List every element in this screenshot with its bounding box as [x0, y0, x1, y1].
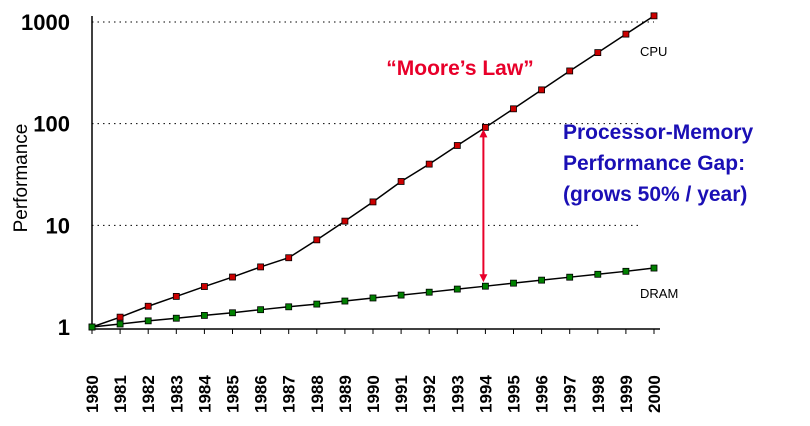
data-point-dram	[369, 294, 377, 302]
x-tick-label: 1997	[561, 375, 580, 413]
y-axis-label: Performance	[11, 124, 32, 233]
data-point-cpu	[257, 263, 265, 271]
gap-annotation-line: (grows 50% / year)	[563, 183, 747, 206]
x-tick-label: 1981	[111, 375, 130, 413]
y-tick-label: 1000	[21, 10, 70, 35]
x-tick-label: 1985	[224, 375, 243, 413]
x-tick-label: 1990	[364, 375, 383, 413]
data-point-cpu	[481, 123, 489, 131]
gap-annotation-line: Performance Gap:	[563, 152, 745, 175]
data-point-dram	[481, 282, 489, 290]
y-tick-label: 100	[33, 112, 70, 137]
data-point-dram	[453, 285, 461, 293]
x-tick-label: 1989	[336, 375, 355, 413]
x-tick-label: 1987	[280, 375, 299, 413]
series-label-cpu: CPU	[640, 44, 667, 59]
x-tick-label: 1988	[308, 375, 327, 413]
moores-law-label: “Moore’s Law”	[386, 57, 533, 80]
data-point-cpu	[172, 292, 180, 300]
data-point-cpu	[369, 198, 377, 206]
data-point-dram	[313, 300, 321, 308]
x-tick-label: 1998	[589, 375, 608, 413]
data-point-cpu	[200, 283, 208, 290]
x-tick-label: 1996	[533, 375, 552, 413]
data-point-cpu	[650, 12, 658, 20]
data-point-dram	[172, 314, 180, 322]
x-tick-labels: 1980 1981 1982 1983 1984 1985 1986 1987 1988 1989…	[83, 329, 664, 413]
x-tick-label: 1984	[195, 375, 214, 413]
data-point-cpu	[566, 67, 574, 75]
data-point-dram	[622, 267, 630, 275]
data-point-cpu	[229, 273, 236, 281]
data-point-dram	[341, 297, 349, 305]
series-labels: CPU DRAM	[640, 44, 678, 301]
data-point-dram	[510, 279, 517, 287]
data-point-cpu	[116, 313, 124, 321]
data-point-cpu	[313, 236, 321, 244]
data-point-dram	[566, 273, 574, 281]
data-point-dram	[144, 317, 152, 325]
data-point-cpu	[622, 30, 630, 38]
x-tick-label: 1999	[617, 375, 636, 413]
data-point-cpu	[510, 105, 517, 113]
y-tick-label: 10	[46, 213, 70, 238]
x-tick-label: 1995	[505, 375, 524, 413]
data-point-dram	[200, 312, 208, 319]
data-point-cpu	[538, 86, 545, 94]
x-tick-label: 1993	[448, 375, 467, 413]
grid-lines	[92, 21, 654, 226]
y-tick-labels: 1 10 100 1000	[21, 10, 70, 340]
data-point-dram	[116, 320, 124, 328]
x-tick-label: 1980	[83, 375, 102, 413]
x-tick-label: 1992	[420, 375, 439, 413]
y-tick-label: 1	[58, 315, 70, 340]
data-point-dram	[88, 323, 96, 331]
data-point-dram	[285, 303, 293, 311]
x-tick-label: 1986	[252, 375, 271, 413]
data-point-cpu	[144, 302, 152, 310]
data-point-dram	[650, 264, 658, 272]
x-tick-label: 2000	[645, 375, 664, 413]
data-point-cpu	[453, 142, 461, 149]
data-point-cpu	[594, 49, 602, 57]
data-point-cpu	[341, 217, 349, 225]
x-tick-label: 1994	[476, 375, 495, 413]
data-point-dram	[594, 270, 602, 278]
data-point-dram	[257, 306, 265, 314]
x-tick-label: 1991	[392, 375, 411, 413]
series-label-dram: DRAM	[640, 286, 678, 301]
x-tick-label: 1982	[139, 375, 158, 413]
data-point-cpu	[425, 160, 433, 168]
data-point-dram	[229, 309, 236, 317]
data-point-dram	[397, 291, 405, 299]
data-point-dram	[425, 288, 433, 296]
performance-gap-annotation: Processor-Memory Performance Gap: (grows 5…	[563, 121, 754, 206]
gap-annotation-line: Processor-Memory	[563, 121, 754, 144]
data-point-cpu	[397, 178, 405, 185]
series-layer	[88, 12, 658, 331]
x-tick-label: 1983	[167, 375, 186, 413]
data-point-cpu	[285, 254, 293, 262]
data-point-dram	[538, 276, 545, 284]
